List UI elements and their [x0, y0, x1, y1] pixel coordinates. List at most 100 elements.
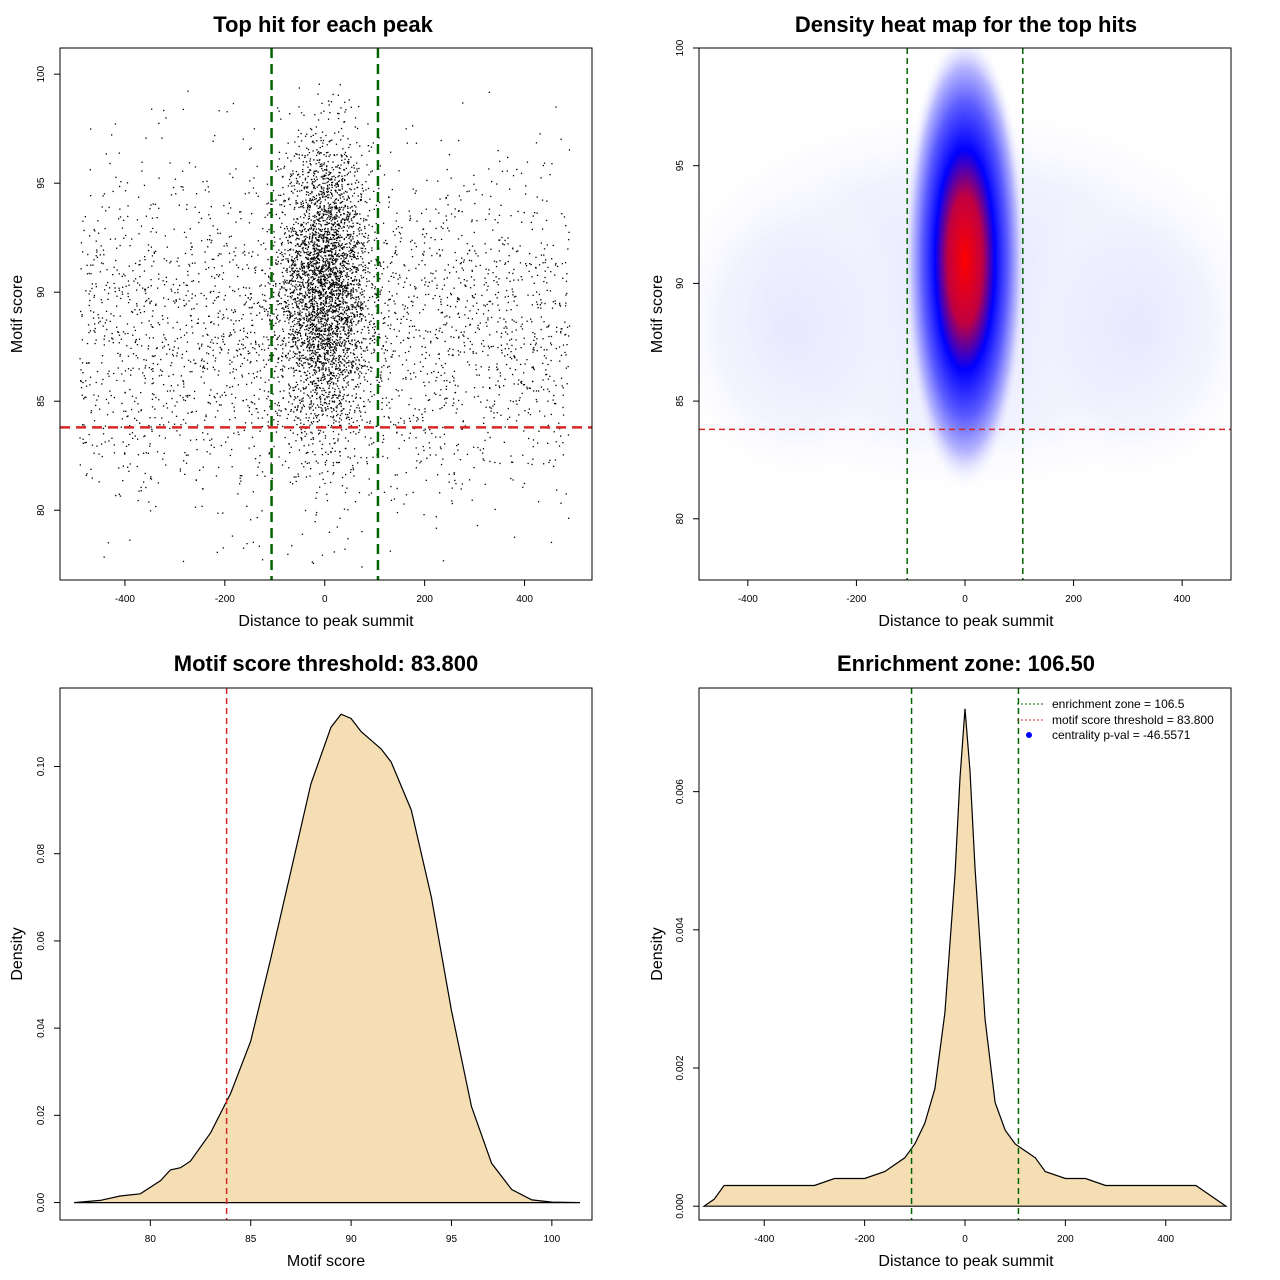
- scatter-point: [350, 370, 352, 372]
- scatter-point: [337, 164, 339, 166]
- scatter-point: [319, 298, 321, 300]
- scatter-point: [373, 208, 375, 210]
- scatter-point: [349, 249, 352, 251]
- scatter-point: [500, 332, 503, 334]
- scatter-point: [342, 299, 344, 301]
- scatter-point: [151, 255, 154, 257]
- scatter-point: [311, 360, 314, 362]
- scatter-point: [328, 374, 330, 377]
- scatter-point: [348, 250, 350, 252]
- scatter-point: [344, 360, 346, 362]
- scatter-point: [301, 189, 303, 192]
- scatter-point: [330, 189, 332, 191]
- scatter-point: [235, 168, 237, 170]
- scatter-point: [414, 242, 416, 244]
- scatter-point: [316, 317, 318, 319]
- scatter-point: [306, 358, 309, 360]
- scatter-point: [347, 217, 349, 219]
- scatter-point: [227, 212, 229, 215]
- scatter-point: [404, 351, 407, 354]
- scatter-point: [278, 217, 281, 219]
- scatter-point: [292, 367, 295, 369]
- scatter-point: [134, 262, 137, 265]
- scatter-point: [320, 284, 323, 286]
- scatter-point: [328, 265, 330, 267]
- scatter-point: [319, 395, 321, 397]
- scatter-point: [347, 260, 349, 262]
- scatter-point: [295, 199, 297, 202]
- scatter-point: [550, 359, 552, 362]
- scatter-point: [319, 217, 321, 219]
- scatter-point: [312, 297, 314, 299]
- scatter-point: [360, 229, 362, 231]
- scatter-point: [352, 287, 354, 289]
- scatter-point: [92, 317, 95, 319]
- scatter-point: [355, 368, 358, 370]
- scatter-point: [541, 302, 543, 304]
- scatter-point: [287, 185, 289, 187]
- scatter-point: [319, 294, 321, 296]
- scatter-point: [315, 274, 317, 277]
- scatter-point: [308, 296, 311, 298]
- scatter-point: [354, 117, 357, 119]
- scatter-point: [387, 304, 389, 306]
- scatter-point: [309, 358, 311, 360]
- scatter-point: [325, 305, 328, 308]
- scatter-point: [293, 290, 295, 292]
- scatter-point: [487, 345, 490, 347]
- scatter-point: [324, 262, 327, 264]
- scatter-point: [438, 212, 440, 214]
- scatter-point: [152, 337, 154, 339]
- scatter-point: [360, 301, 362, 303]
- scatter-point: [318, 240, 320, 242]
- scatter-point: [210, 321, 212, 324]
- scatter-point: [319, 309, 322, 312]
- scatter-point: [321, 188, 323, 190]
- scatter-point: [309, 252, 311, 254]
- scatter-point: [279, 415, 281, 417]
- scatter-point: [316, 267, 318, 269]
- scatter-point: [323, 207, 325, 209]
- scatter-point: [308, 311, 310, 313]
- scatter-point: [88, 362, 90, 364]
- scatter-point: [310, 438, 312, 440]
- scatter-point: [300, 400, 303, 402]
- scatter-point: [270, 462, 272, 464]
- scatter-point: [346, 243, 348, 245]
- scatter-point: [328, 210, 330, 212]
- scatter-point: [354, 182, 357, 184]
- scatter-point: [324, 401, 327, 404]
- scatter-point: [341, 285, 343, 287]
- scatter-point: [179, 468, 182, 470]
- scatter-point: [309, 424, 311, 426]
- scatter-point: [374, 331, 376, 333]
- scatter-point: [314, 214, 316, 217]
- scatter-point: [554, 303, 557, 305]
- scatter-point: [339, 275, 341, 277]
- scatter-point: [324, 378, 326, 380]
- scatter-point: [340, 286, 342, 288]
- scatter-point: [349, 330, 352, 332]
- scatter-point: [294, 269, 297, 272]
- scatter-point: [301, 355, 303, 357]
- scatter-point: [138, 196, 140, 198]
- scatter-point: [303, 308, 305, 310]
- scatter-point: [335, 242, 337, 244]
- scatter-point: [308, 279, 310, 281]
- scatter-point: [358, 282, 360, 284]
- scatter-point: [284, 253, 286, 255]
- scatter-point: [309, 397, 311, 399]
- scatter-point: [289, 203, 291, 206]
- scatter-point: [313, 196, 315, 198]
- scatter-point: [335, 166, 337, 168]
- scatter-point: [119, 355, 121, 357]
- scatter-point: [338, 278, 341, 280]
- scatter-point: [332, 244, 334, 246]
- scatter-point: [320, 330, 323, 332]
- scatter-point: [325, 260, 328, 262]
- scatter-point: [349, 457, 351, 459]
- scatter-point: [283, 287, 285, 289]
- scatter-point: [322, 312, 325, 315]
- scatter-point: [148, 320, 150, 322]
- scatter-point: [315, 232, 317, 234]
